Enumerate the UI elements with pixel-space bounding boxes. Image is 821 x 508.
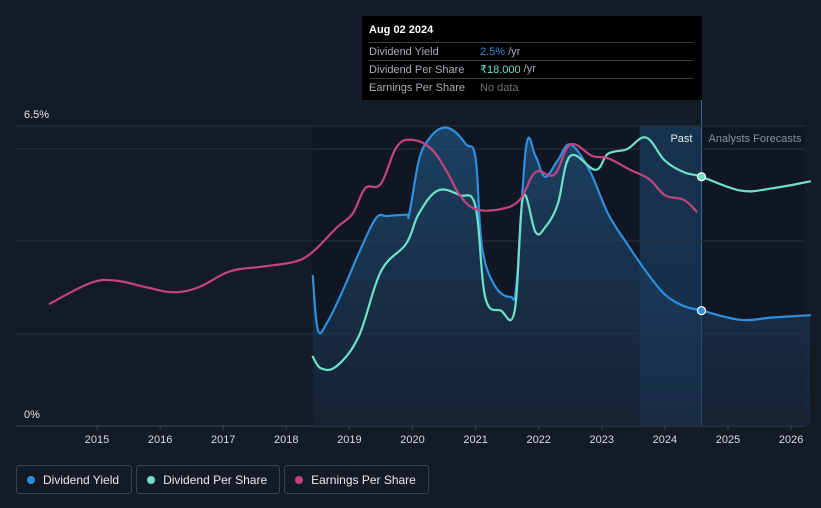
tooltip-key: Earnings Per Share xyxy=(369,81,465,94)
legend-label: Dividend Per Share xyxy=(163,472,268,487)
dividend-yield-area xyxy=(312,127,810,426)
x-tick-label: 2024 xyxy=(653,434,677,446)
x-tick-label: 2016 xyxy=(148,434,172,446)
past-region-label: Past xyxy=(670,133,692,145)
dividend-yield-line xyxy=(311,126,812,335)
legend-item-dividend-yield[interactable]: Dividend Yield xyxy=(16,465,133,494)
tooltip-row-earnings-per-share: Earnings Per Share No data xyxy=(369,78,693,96)
tooltip-key: Dividend Per Share xyxy=(369,63,465,76)
dividend-yield-marker xyxy=(696,306,707,316)
x-tick-label: 2023 xyxy=(590,434,614,446)
x-tick-label: 2022 xyxy=(526,434,550,446)
tooltip-value: ₹18.000 xyxy=(480,64,521,76)
x-tick-label: 2018 xyxy=(274,434,298,446)
y-axis-min-label: 0% xyxy=(24,409,40,421)
tooltip-value: 2.5% xyxy=(480,45,506,58)
y-axis-max-label: 6.5% xyxy=(24,109,49,121)
tooltip-unit: /yr xyxy=(508,45,521,58)
legend-item-earnings-per-share[interactable]: Earnings Per Share xyxy=(284,465,429,494)
x-tick-label: 2019 xyxy=(337,434,361,446)
tooltip-row-dividend-yield: Dividend Yield 2.5% /yr xyxy=(369,42,693,60)
earnings-per-share-line xyxy=(48,138,698,305)
chart-legend: Dividend Yield Dividend Per Share Earnin… xyxy=(16,465,429,494)
hover-tooltip: Aug 02 2024 Dividend Yield 2.5% /yr Divi… xyxy=(362,16,702,100)
tooltip-unit: /yr xyxy=(523,63,536,75)
legend-dot-icon xyxy=(147,475,156,484)
tooltip-row-dividend-per-share: Dividend Per Share ₹18.000 /yr xyxy=(369,60,693,78)
x-tick-label: 2015 xyxy=(85,434,109,446)
dividend-per-share-line xyxy=(311,136,812,372)
tooltip-key: Dividend Yield xyxy=(369,45,439,58)
x-tick-label: 2017 xyxy=(211,434,235,446)
dividend-per-share-marker xyxy=(696,172,707,182)
x-tick-label: 2020 xyxy=(400,434,424,446)
x-tick-label: 2025 xyxy=(716,434,740,446)
legend-item-dividend-per-share[interactable]: Dividend Per Share xyxy=(136,465,281,494)
x-tick-label: 2021 xyxy=(463,434,487,446)
legend-dot-icon xyxy=(27,475,35,484)
legend-label: Earnings Per Share xyxy=(311,472,416,487)
forecast-region-label: Analysts Forecasts xyxy=(708,133,801,145)
tooltip-value: No data xyxy=(480,81,519,94)
x-tick-label: 2026 xyxy=(779,434,803,446)
tooltip-date: Aug 02 2024 xyxy=(369,24,434,36)
legend-dot-icon xyxy=(295,475,304,484)
legend-label: Dividend Yield xyxy=(43,472,120,487)
